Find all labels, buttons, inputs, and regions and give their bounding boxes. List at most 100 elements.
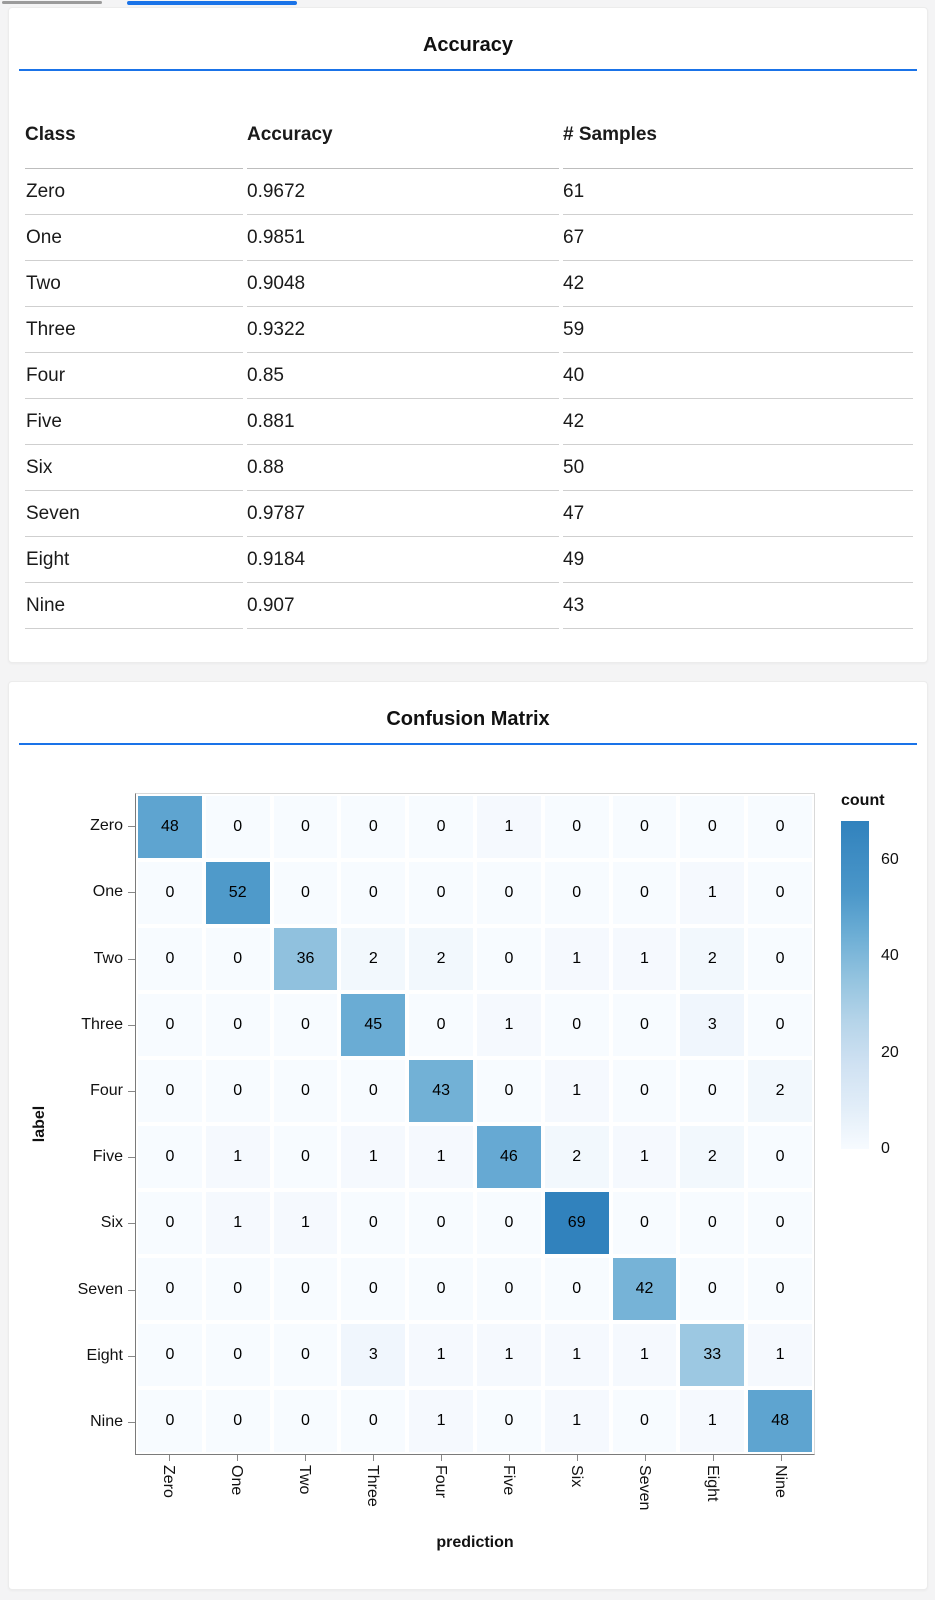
table-cell: 47	[563, 491, 913, 537]
y-axis-label: Eight	[86, 1346, 123, 1364]
matrix-cell: 52	[205, 862, 270, 924]
confusion-matrix-panel: Confusion Matrix label 48 0 0 0 0 1 0 0 0 0 0 52 0 0 0…	[8, 681, 928, 1590]
matrix-cell: 0	[205, 1324, 270, 1386]
y-axis-label: Three	[81, 1015, 123, 1033]
matrix-cell: 3	[680, 994, 745, 1056]
table-cell: 59	[563, 307, 913, 353]
table-cell: Zero	[25, 169, 243, 215]
table-cell: Two	[25, 261, 243, 307]
matrix-cell: 0	[341, 1258, 406, 1320]
matrix-cell: 48	[748, 1390, 812, 1452]
matrix-cell: 0	[612, 796, 677, 858]
matrix-cell: 0	[138, 928, 202, 990]
y-axis-title: label	[31, 1105, 48, 1143]
matrix-cell: 0	[138, 994, 202, 1056]
x-axis-tick	[373, 1455, 374, 1461]
table-cell: 0.9184	[247, 537, 559, 583]
x-axis-tick	[509, 1455, 510, 1461]
matrix-cell: 1	[205, 1192, 270, 1254]
matrix-cell: 1	[409, 1126, 473, 1188]
matrix-cell: 2	[341, 928, 406, 990]
matrix-cell: 1	[748, 1324, 812, 1386]
table-cell: 50	[563, 445, 913, 491]
matrix-cell: 0	[476, 1060, 541, 1122]
matrix-cell: 2	[544, 1126, 609, 1188]
matrix-cell: 1	[544, 1390, 609, 1452]
matrix-cell: 0	[409, 862, 473, 924]
matrix-cell: 0	[409, 994, 473, 1056]
matrix-cell: 0	[476, 928, 541, 990]
y-axis-label: Nine	[90, 1412, 123, 1430]
confusion-panel-title: Confusion Matrix	[386, 708, 550, 730]
x-axis-label: Zero	[160, 1465, 177, 1498]
table-cell: 0.9322	[247, 307, 559, 353]
accuracy-table: Class Accuracy # Samples Zero 0.9672 61 One 0.9…	[25, 100, 913, 629]
matrix-cell: 0	[544, 994, 609, 1056]
matrix-cell: 1	[680, 862, 745, 924]
matrix-cell: 1	[341, 1126, 406, 1188]
matrix-cell: 0	[138, 1126, 202, 1188]
legend-tick-label: 0	[881, 1140, 890, 1157]
y-axis-label: Seven	[77, 1280, 123, 1298]
matrix-cell: 1	[680, 1390, 745, 1452]
x-axis-tick	[713, 1455, 714, 1461]
table-cell: 0.9851	[247, 215, 559, 261]
matrix-cell: 0	[138, 1258, 202, 1320]
x-axis-label: Two	[296, 1465, 313, 1495]
table-cell: 42	[563, 399, 913, 445]
matrix-cell: 0	[273, 1126, 338, 1188]
matrix-cell: 0	[544, 1258, 609, 1320]
matrix-cell: 0	[138, 862, 202, 924]
confusion-panel-rule	[19, 743, 917, 745]
x-axis-label: Eight	[704, 1465, 721, 1502]
matrix-cell: 0	[205, 1060, 270, 1122]
matrix-cell: 33	[680, 1324, 745, 1386]
x-axis-label: One	[228, 1465, 245, 1496]
y-axis-label: Zero	[90, 817, 123, 835]
x-axis-tick	[237, 1455, 238, 1461]
matrix-cell: 0	[476, 862, 541, 924]
matrix-cell: 0	[138, 1192, 202, 1254]
matrix-cell: 0	[273, 1258, 338, 1320]
matrix-cell: 0	[205, 1390, 270, 1452]
table-cell: Four	[25, 353, 243, 399]
active-tab-underline[interactable]	[127, 1, 297, 5]
legend-title: count	[841, 792, 885, 809]
matrix-cell: 42	[612, 1258, 677, 1320]
legend-tick-label: 20	[881, 1043, 899, 1061]
table-cell: 42	[563, 261, 913, 307]
matrix-cell: 0	[273, 1390, 338, 1452]
matrix-cell: 0	[409, 1192, 473, 1254]
x-axis-tick	[305, 1455, 306, 1461]
legend-gradient-bar	[841, 821, 869, 1149]
matrix-cell: 48	[138, 796, 202, 858]
x-axis-label: Three	[364, 1465, 381, 1507]
heatmap-grid: 48 0 0 0 0 1 0 0 0 0 0 52 0 0 0 0 0 0 1 0 0 0 36 2 2 0 1 1 2 0 0 0 0 45 0 1…	[135, 793, 815, 1455]
x-axis-tick	[781, 1455, 782, 1461]
matrix-cell: 0	[409, 1258, 473, 1320]
y-axis-tick	[128, 892, 135, 894]
table-cell: 0.85	[247, 353, 559, 399]
matrix-cell: 0	[273, 1324, 338, 1386]
matrix-cell: 1	[612, 1324, 677, 1386]
matrix-cell: 0	[409, 796, 473, 858]
x-axis-tick	[169, 1455, 170, 1461]
y-axis-label: Two	[93, 949, 123, 967]
matrix-cell: 0	[612, 1192, 677, 1254]
tab-scroll-thumb[interactable]	[2, 1, 102, 4]
table-cell: 0.907	[247, 583, 559, 629]
accuracy-panel: Accuracy Class Accuracy # Samples Zero 0.967…	[8, 7, 928, 663]
y-axis-tick	[128, 1289, 135, 1291]
matrix-cell: 0	[205, 994, 270, 1056]
matrix-cell: 0	[476, 1192, 541, 1254]
matrix-cell: 1	[476, 1324, 541, 1386]
matrix-cell: 0	[612, 862, 677, 924]
matrix-cell: 0	[544, 862, 609, 924]
table-cell: 0.88	[247, 445, 559, 491]
x-axis-label: Six	[568, 1465, 585, 1488]
matrix-cell: 1	[544, 1060, 609, 1122]
table-cell: Five	[25, 399, 243, 445]
y-axis-label: Six	[100, 1214, 123, 1232]
matrix-cell: 43	[409, 1060, 473, 1122]
table-cell: Seven	[25, 491, 243, 537]
